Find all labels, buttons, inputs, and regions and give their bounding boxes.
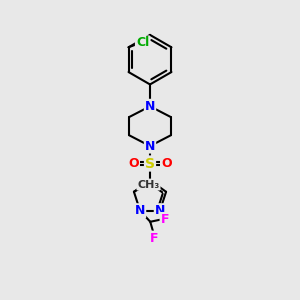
Text: Cl: Cl (136, 36, 149, 50)
Text: O: O (161, 157, 172, 170)
Text: N: N (135, 204, 145, 217)
Text: N: N (155, 204, 165, 217)
Text: S: S (145, 157, 155, 170)
Text: N: N (145, 100, 155, 113)
Text: N: N (145, 140, 155, 152)
Text: F: F (149, 232, 158, 244)
Text: O: O (128, 157, 139, 170)
Text: CH₃: CH₃ (137, 179, 160, 190)
Text: F: F (160, 213, 169, 226)
